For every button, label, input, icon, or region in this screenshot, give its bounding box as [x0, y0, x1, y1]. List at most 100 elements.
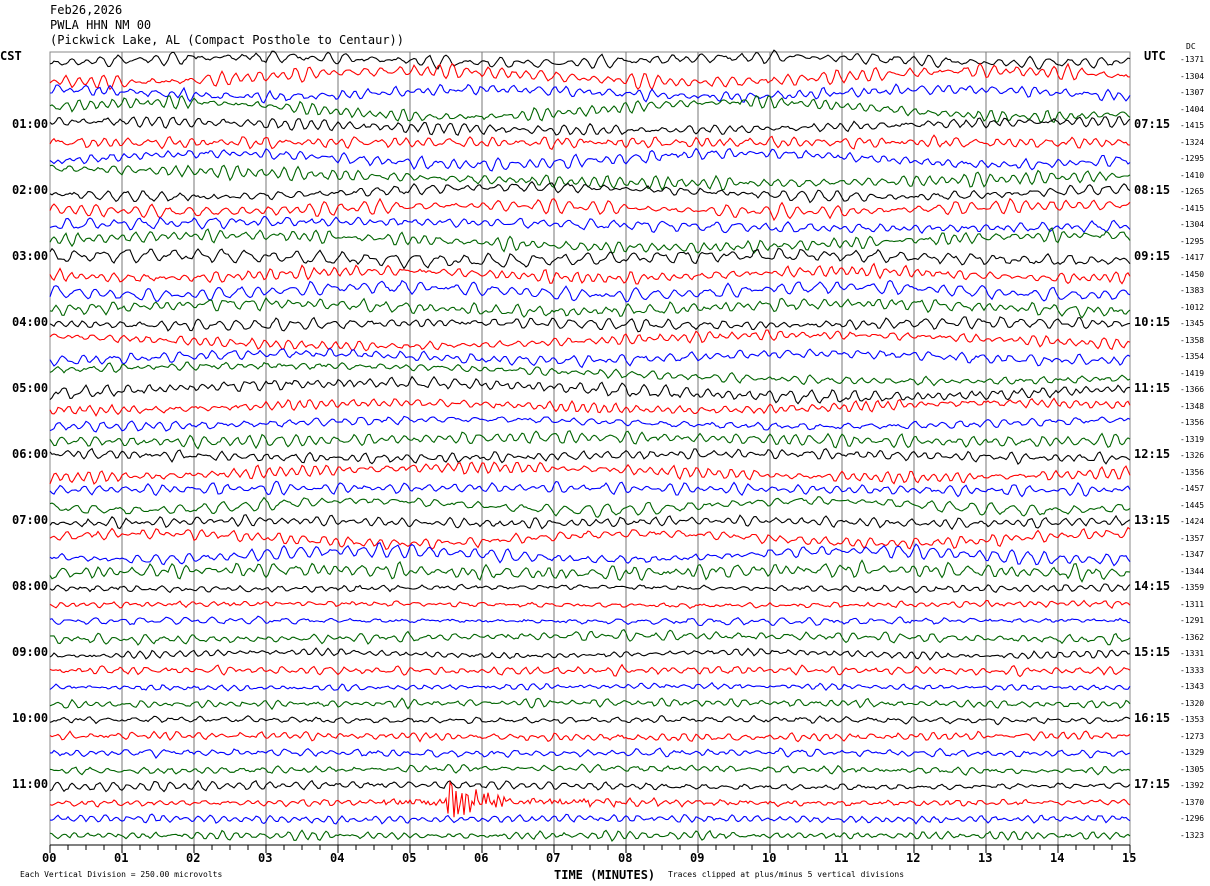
seismic-trace	[49, 763, 1131, 776]
seismic-trace	[49, 262, 1131, 285]
x-tick-label: 11	[834, 851, 849, 865]
seismic-trace	[49, 514, 1131, 531]
dc-value: -1345	[1180, 319, 1205, 328]
seismic-trace	[49, 375, 1131, 405]
dc-value: -1304	[1180, 220, 1205, 229]
x-tick-label: 09	[690, 851, 705, 865]
left-hour-label: 07:00	[12, 513, 49, 527]
right-hour-label: 08:15	[1134, 183, 1171, 197]
seismic-trace	[49, 559, 1131, 583]
left-timezone: CST	[0, 49, 22, 63]
seismic-trace	[49, 397, 1131, 417]
seismic-trace	[49, 714, 1131, 726]
x-tick-label: 07	[546, 851, 561, 865]
x-tick-label: 00	[42, 851, 57, 865]
dc-value: -1319	[1180, 434, 1205, 444]
date: Feb26,2026	[50, 3, 123, 17]
plot-frame	[49, 51, 1131, 846]
x-tick-label: 13	[978, 851, 993, 865]
dc-value: -1415	[1180, 121, 1205, 130]
seismic-trace	[49, 583, 1131, 594]
dc-value: -1273	[1180, 731, 1205, 741]
x-tick-label: 15	[1122, 851, 1137, 865]
seismic-trace	[49, 779, 1131, 793]
x-tick-label: 08	[618, 851, 633, 865]
seismic-trace	[49, 780, 1131, 818]
dc-value: -1304	[1180, 71, 1205, 81]
dc-value: -1419	[1180, 368, 1205, 378]
dc-value: -1324	[1180, 137, 1205, 147]
dc-value: -1457	[1180, 484, 1205, 493]
dc-value: -1347	[1180, 550, 1205, 559]
seismic-trace	[49, 681, 1131, 692]
dc-value: -1295	[1180, 236, 1205, 246]
dc-value: -1333	[1180, 665, 1205, 675]
dc-value: -1359	[1180, 583, 1205, 592]
seismic-trace	[49, 296, 1131, 319]
right-hour-label: 07:15	[1134, 117, 1171, 131]
x-tick-label: 02	[186, 851, 201, 865]
right-timezone: UTC	[1144, 49, 1166, 63]
dc-value: -1331	[1180, 649, 1205, 658]
left-hour-label: 04:00	[12, 315, 49, 329]
seismic-trace	[49, 94, 1131, 124]
dc-value: -1356	[1180, 418, 1205, 427]
seismic-trace	[49, 279, 1131, 303]
dc-value: -1424	[1180, 517, 1205, 526]
right-hour-label: 17:15	[1134, 777, 1171, 791]
right-hour-label: 09:15	[1134, 249, 1171, 263]
seismic-trace	[49, 496, 1131, 518]
dc-value: -1326	[1180, 451, 1205, 460]
seismic-trace	[49, 461, 1131, 485]
seismic-trace	[49, 697, 1131, 711]
seismic-trace	[49, 347, 1131, 369]
dc-value: -1296	[1180, 814, 1205, 823]
seismic-trace	[49, 316, 1131, 333]
dc-value: -1311	[1180, 599, 1205, 609]
dc-value: -1445	[1180, 500, 1205, 510]
seismic-trace	[49, 599, 1131, 610]
seismic-trace	[49, 730, 1131, 743]
dc-value: -1305	[1180, 764, 1205, 774]
right-hour-label: 14:15	[1134, 579, 1171, 593]
x-tick-label: 04	[330, 851, 345, 865]
seismic-trace	[49, 227, 1131, 255]
x-tick-label: 06	[474, 851, 489, 865]
x-tick-label: 10	[762, 851, 777, 865]
dc-value: -1320	[1180, 698, 1205, 708]
seismic-trace	[49, 829, 1131, 842]
dc-value: -1291	[1180, 616, 1205, 625]
seismic-trace	[49, 628, 1131, 646]
seismic-trace	[49, 147, 1131, 172]
left-hour-label: 11:00	[12, 777, 49, 791]
left-hour-label: 09:00	[12, 645, 49, 659]
seismic-trace	[49, 164, 1131, 191]
seismic-trace	[49, 615, 1131, 627]
right-hour-label: 11:15	[1134, 381, 1171, 395]
seismic-trace	[49, 329, 1131, 352]
dc-value: -1353	[1180, 715, 1205, 724]
seismic-trace	[49, 49, 1131, 70]
seismic-trace	[49, 430, 1131, 450]
seismic-trace	[49, 83, 1131, 104]
right-hour-label: 13:15	[1134, 513, 1171, 527]
left-hour-label: 05:00	[12, 381, 49, 395]
seismic-trace	[49, 62, 1131, 91]
left-hour-label: 02:00	[12, 183, 49, 197]
station: PWLA HHN NM 00	[50, 18, 152, 32]
right-hour-label: 12:15	[1134, 447, 1171, 461]
seismic-trace	[49, 526, 1131, 551]
dc-value: -1392	[1180, 781, 1205, 790]
dc-value: -1415	[1180, 203, 1205, 213]
seismic-trace	[49, 181, 1131, 204]
dc-value: -1329	[1180, 748, 1205, 757]
x-tick-label: 03	[258, 851, 273, 865]
dc-value: -1417	[1180, 253, 1205, 262]
right-hour-label: 16:15	[1134, 711, 1171, 725]
x-axis-label: TIME (MINUTES)	[554, 868, 656, 882]
dc-value: -1383	[1180, 286, 1205, 295]
seismic-trace	[49, 813, 1131, 825]
dc-value: -1343	[1180, 682, 1205, 691]
